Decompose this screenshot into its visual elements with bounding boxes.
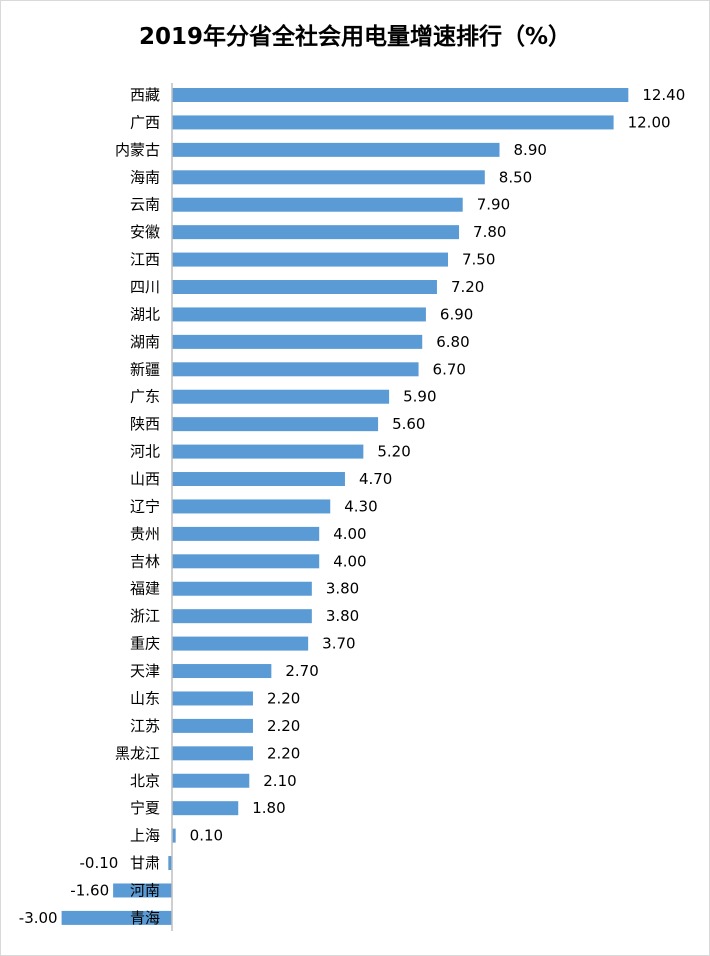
category-label: 广东 bbox=[130, 388, 160, 406]
category-label: 湖北 bbox=[130, 305, 160, 323]
bar-6 bbox=[172, 252, 448, 267]
bar-4 bbox=[172, 197, 463, 212]
bar-13 bbox=[172, 444, 364, 459]
bar-20 bbox=[172, 636, 309, 651]
bar-26 bbox=[172, 801, 239, 816]
data-label: -3.00 bbox=[19, 909, 58, 927]
category-label: 新疆 bbox=[130, 360, 160, 378]
category-label: 四川 bbox=[130, 278, 160, 296]
category-label: 山西 bbox=[130, 470, 160, 488]
data-label: -1.60 bbox=[70, 881, 109, 899]
category-label: 陕西 bbox=[130, 415, 160, 433]
bar-25 bbox=[172, 773, 250, 788]
data-label: 7.20 bbox=[451, 278, 484, 296]
data-label: 7.80 bbox=[473, 223, 506, 241]
bar-24 bbox=[172, 746, 253, 761]
category-label: 西藏 bbox=[130, 86, 160, 104]
category-label: 广西 bbox=[130, 113, 160, 131]
category-label: 内蒙古 bbox=[115, 141, 160, 159]
category-label: 甘肃 bbox=[130, 854, 160, 872]
bar-14 bbox=[172, 472, 345, 487]
data-label: -0.10 bbox=[80, 854, 119, 872]
bar-22 bbox=[172, 691, 253, 706]
bar-1 bbox=[172, 115, 614, 130]
data-label: 2.10 bbox=[263, 772, 296, 790]
bar-10 bbox=[172, 362, 419, 377]
bar-18 bbox=[172, 581, 312, 596]
bar-7 bbox=[172, 280, 437, 295]
category-label: 江苏 bbox=[130, 717, 160, 735]
bar-5 bbox=[172, 225, 460, 240]
data-label: 6.70 bbox=[433, 360, 466, 378]
data-label: 6.80 bbox=[436, 333, 469, 351]
data-label: 1.80 bbox=[252, 799, 285, 817]
bar-12 bbox=[172, 417, 379, 432]
bar-17 bbox=[172, 554, 320, 569]
bar-2 bbox=[172, 142, 500, 157]
data-label: 2.70 bbox=[285, 662, 318, 680]
data-label: 5.90 bbox=[403, 388, 436, 406]
category-label: 贵州 bbox=[130, 525, 160, 543]
data-label: 6.90 bbox=[440, 305, 473, 323]
bar-3 bbox=[172, 170, 485, 185]
data-label: 3.80 bbox=[326, 580, 359, 598]
data-label: 3.70 bbox=[322, 635, 355, 653]
data-label: 5.20 bbox=[377, 443, 410, 461]
category-label: 江西 bbox=[130, 251, 160, 269]
category-label: 安徽 bbox=[130, 223, 160, 241]
data-label: 12.40 bbox=[642, 86, 685, 104]
category-label: 河南 bbox=[130, 881, 160, 899]
data-label: 4.70 bbox=[359, 470, 392, 488]
data-label: 12.00 bbox=[628, 113, 671, 131]
category-label: 北京 bbox=[130, 772, 160, 790]
category-label: 浙江 bbox=[130, 607, 160, 625]
category-label: 山东 bbox=[130, 689, 160, 707]
data-label: 5.60 bbox=[392, 415, 425, 433]
data-label: 2.20 bbox=[267, 689, 300, 707]
category-label: 海南 bbox=[130, 168, 160, 186]
category-label: 福建 bbox=[130, 580, 160, 598]
data-label: 7.50 bbox=[462, 251, 495, 269]
bar-28 bbox=[168, 856, 172, 871]
category-label: 吉林 bbox=[130, 552, 160, 570]
bar-15 bbox=[172, 499, 331, 514]
bar-21 bbox=[172, 664, 272, 679]
data-label: 7.90 bbox=[477, 196, 510, 214]
data-label: 4.30 bbox=[344, 497, 377, 515]
data-label: 2.20 bbox=[267, 744, 300, 762]
bar-9 bbox=[172, 334, 423, 349]
bar-8 bbox=[172, 307, 426, 322]
category-label: 青海 bbox=[130, 909, 160, 927]
bar-19 bbox=[172, 609, 312, 624]
category-label: 云南 bbox=[130, 196, 160, 214]
data-label: 8.50 bbox=[499, 168, 532, 186]
data-label: 3.80 bbox=[326, 607, 359, 625]
bar-30 bbox=[61, 910, 172, 925]
bar-0 bbox=[172, 88, 629, 102]
category-label: 湖南 bbox=[130, 333, 160, 351]
bar-29 bbox=[113, 883, 172, 898]
bar-27 bbox=[172, 828, 176, 843]
bar-23 bbox=[172, 718, 253, 733]
category-label: 黑龙江 bbox=[115, 744, 160, 762]
category-label: 辽宁 bbox=[130, 497, 160, 515]
data-label: 2.20 bbox=[267, 717, 300, 735]
category-label: 天津 bbox=[130, 662, 160, 680]
data-label: 0.10 bbox=[190, 827, 223, 845]
category-label: 重庆 bbox=[130, 635, 160, 653]
chart-title: 2019年分省全社会用电量增速排行（%） bbox=[138, 24, 572, 50]
category-label: 上海 bbox=[130, 827, 160, 845]
bar-11 bbox=[172, 389, 390, 404]
bar-16 bbox=[172, 526, 320, 541]
category-label: 宁夏 bbox=[130, 799, 160, 817]
category-label: 河北 bbox=[130, 443, 160, 461]
data-label: 8.90 bbox=[514, 141, 547, 159]
data-label: 4.00 bbox=[333, 525, 366, 543]
data-label: 4.00 bbox=[333, 552, 366, 570]
